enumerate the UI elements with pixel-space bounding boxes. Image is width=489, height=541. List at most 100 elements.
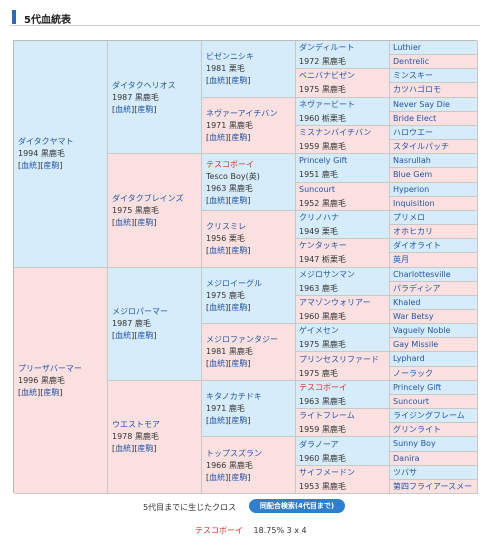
horse-name-link[interactable]: Dentrelic (393, 57, 430, 67)
horse-name-link[interactable]: スタイルパッチ (393, 142, 449, 152)
horse-name-link[interactable]: Khaled (393, 297, 421, 307)
horse-name-link[interactable]: メジロパーマー (112, 307, 168, 317)
horse-name-link[interactable]: ネヴァーアイチバン (206, 108, 278, 118)
horse-name-link[interactable]: 第四フライアースメードン (393, 481, 473, 493)
horse-name-link[interactable]: ネヴァービート (299, 99, 355, 109)
horse-name-link[interactable]: ハロウエー (393, 127, 433, 137)
produce-link[interactable]: 産駒 (231, 359, 248, 369)
pedigree-cell-g5: War Betsy (390, 309, 478, 325)
blood-link[interactable]: 血統 (21, 161, 38, 171)
horse-name-link[interactable]: クリスミレ (206, 222, 246, 232)
blood-link[interactable]: 血統 (21, 387, 38, 397)
produce-link[interactable]: 産駒 (43, 161, 60, 171)
horse-name-link[interactable]: ライジングフレーム (393, 411, 465, 421)
horse-name-link[interactable]: トップスズラン (206, 448, 262, 458)
produce-link[interactable]: 産駒 (231, 302, 248, 312)
blood-link[interactable]: 血統 (115, 444, 132, 454)
horse-name-link[interactable]: メジロファンタジー (206, 335, 278, 345)
horse-name-link[interactable]: ダラノーア (299, 439, 339, 449)
produce-link[interactable]: 産駒 (137, 331, 154, 341)
horse-name-link[interactable]: オホヒカリ (393, 227, 433, 237)
horse-name-link[interactable]: グリンライト (393, 425, 441, 435)
horse-name-link[interactable]: ビゼンニシキ (206, 52, 254, 62)
horse-name-link[interactable]: サイフメードン (299, 467, 355, 477)
blood-link[interactable]: 血統 (115, 104, 132, 114)
horse-name-link[interactable]: Luthier (393, 43, 422, 52)
horse-name-link[interactable]: Suncourt (299, 184, 336, 194)
produce-link[interactable]: 産駒 (137, 104, 154, 114)
blood-link[interactable]: 血統 (115, 217, 132, 227)
blood-link[interactable]: 血統 (209, 359, 226, 369)
produce-link[interactable]: 産駒 (137, 444, 154, 454)
horse-name-link[interactable]: Sunny Boy (393, 439, 436, 449)
horse-name-link[interactable]: カツハゴロモ (393, 85, 441, 95)
horse-name-link[interactable]: ダイタクブレインズ (112, 193, 184, 203)
produce-link[interactable]: 産駒 (231, 246, 248, 256)
horse-name-link[interactable]: クリノハナ (299, 213, 339, 223)
horse-name-link[interactable]: Vaguely Noble (393, 326, 451, 336)
horse-name-link[interactable]: ゲイメセン (299, 326, 339, 336)
blood-link[interactable]: 血統 (115, 331, 132, 341)
blood-link[interactable]: 血統 (209, 76, 226, 86)
horse-name-link[interactable]: プリーザバーマー (18, 363, 82, 373)
horse-name-link[interactable]: Charlottesville (393, 269, 451, 279)
horse-name-link[interactable]: Inquisition (393, 198, 435, 208)
horse-name-link[interactable]: テスコボーイ (206, 159, 254, 169)
horse-name-link[interactable]: Never Say Die (393, 99, 450, 109)
pedigree-cell-g5: Lyphard (390, 352, 478, 367)
horse-name-link[interactable]: ケンタッキー (299, 241, 347, 251)
produce-link[interactable]: 産駒 (43, 387, 60, 397)
horse-name-link[interactable]: メジロイーグル (206, 278, 262, 288)
pedigree-cell-g1: プリーザバーマー 1996 黒鹿毛 [血統][産駒] (14, 267, 108, 494)
blood-link[interactable]: 血統 (209, 472, 226, 482)
pedigree-cell-g5: オホヒカリ (390, 225, 478, 240)
horse-name-link[interactable]: Nasrullah (393, 156, 431, 166)
horse-name-link[interactable]: 英月 (393, 255, 409, 265)
horse-name-link[interactable]: ツバサ (393, 467, 417, 477)
blood-link[interactable]: 血統 (209, 246, 226, 256)
produce-link[interactable]: 産駒 (231, 472, 248, 482)
horse-name-link[interactable]: ミンスキー (393, 71, 433, 81)
horse-name-link[interactable]: Hyperion (393, 184, 430, 194)
pedigree-cell-content: メジロファンタジー 1981 黒鹿毛 [血統][産駒] (206, 334, 278, 370)
horse-name-link[interactable]: ダイタクヘリオス (112, 80, 176, 90)
produce-link[interactable]: 産駒 (231, 132, 248, 142)
horse-name-link[interactable]: Princely Gift (393, 382, 442, 392)
blood-link[interactable]: 血統 (209, 132, 226, 142)
horse-name-link[interactable]: Lyphard (393, 354, 425, 364)
pedigree-links: [血統][産駒] (112, 104, 157, 114)
horse-name-link[interactable]: プリメロ (393, 212, 425, 222)
horse-name-link[interactable]: Danira (393, 453, 420, 463)
pedigree-cell-g3: キタノカチドキ 1971 鹿毛 [血統][産駒] (202, 380, 296, 438)
blood-link[interactable]: 血統 (209, 416, 226, 426)
horse-name-link[interactable]: Blue Gem (393, 170, 433, 180)
horse-name-link[interactable]: Gay Missile (393, 340, 439, 350)
blood-link[interactable]: 血統 (209, 302, 226, 312)
horse-name-link[interactable]: メジロサンマン (299, 269, 355, 279)
pedigree-cell-g5: Vaguely Noble (390, 324, 478, 339)
horse-name-link[interactable]: ミスナンバイチバン (299, 128, 372, 138)
horse-name-link[interactable]: ベニバナビゼン (299, 71, 355, 81)
horse-name-link[interactable]: ウエストモア (112, 420, 160, 430)
horse-name-link[interactable]: テスコボーイ (299, 382, 347, 392)
blood-link[interactable]: 血統 (209, 195, 226, 205)
produce-link[interactable]: 産駒 (231, 416, 248, 426)
same-breeding-search-button[interactable]: 同配合検索(4代目まで) (249, 499, 345, 513)
horse-name-link[interactable]: アマゾンウォリアー (299, 297, 371, 307)
horse-name-link[interactable]: Suncourt (393, 396, 430, 406)
cross-horse-link[interactable]: テスコボーイ (195, 526, 243, 535)
horse-name-link[interactable]: パラディシア (393, 283, 441, 293)
produce-link[interactable]: 産駒 (231, 195, 248, 205)
horse-name-link[interactable]: キタノカチドキ (206, 392, 262, 402)
horse-name-link[interactable]: ノーラック (393, 368, 433, 378)
horse-name-link[interactable]: ダイタクヤマト (18, 137, 74, 147)
produce-link[interactable]: 産駒 (137, 217, 154, 227)
horse-name-link[interactable]: War Betsy (393, 311, 434, 321)
horse-name-link[interactable]: ダンディルート (299, 43, 355, 53)
horse-name-link[interactable]: ダイオライト (393, 241, 441, 251)
produce-link[interactable]: 産駒 (231, 76, 248, 86)
horse-name-link[interactable]: Bride Elect (393, 113, 437, 123)
horse-name-link[interactable]: Princely Gift (299, 156, 348, 166)
horse-name-link[interactable]: プリンセスリファード (299, 354, 379, 364)
horse-name-link[interactable]: ライトフレーム (299, 411, 355, 421)
